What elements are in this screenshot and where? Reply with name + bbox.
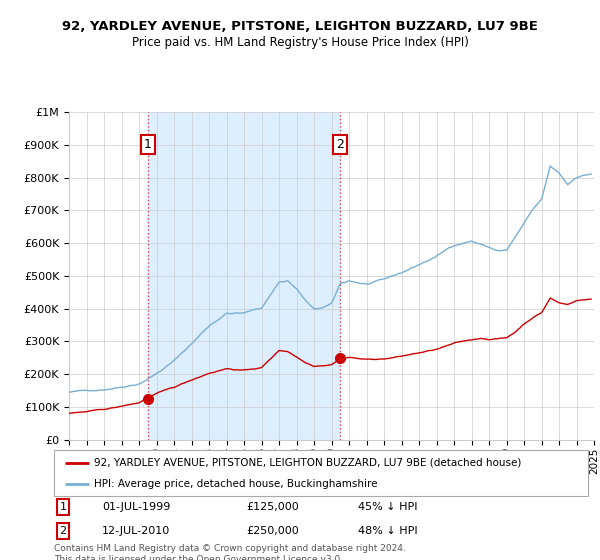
- Text: 2: 2: [337, 138, 344, 151]
- Bar: [148, 112, 340, 440]
- Text: 92, YARDLEY AVENUE, PITSTONE, LEIGHTON BUZZARD, LU7 9BE (detached house): 92, YARDLEY AVENUE, PITSTONE, LEIGHTON B…: [94, 458, 521, 468]
- Text: Contains HM Land Registry data © Crown copyright and database right 2024.
This d: Contains HM Land Registry data © Crown c…: [54, 544, 406, 560]
- Text: 48% ↓ HPI: 48% ↓ HPI: [358, 526, 418, 536]
- Text: £125,000: £125,000: [246, 502, 299, 512]
- Text: 2: 2: [59, 526, 67, 536]
- Text: £250,000: £250,000: [246, 526, 299, 536]
- Text: 12-JUL-2010: 12-JUL-2010: [102, 526, 170, 536]
- Text: 92, YARDLEY AVENUE, PITSTONE, LEIGHTON BUZZARD, LU7 9BE: 92, YARDLEY AVENUE, PITSTONE, LEIGHTON B…: [62, 20, 538, 32]
- Text: 1: 1: [59, 502, 67, 512]
- Text: HPI: Average price, detached house, Buckinghamshire: HPI: Average price, detached house, Buck…: [94, 479, 377, 489]
- Text: 1: 1: [144, 138, 152, 151]
- Text: 01-JUL-1999: 01-JUL-1999: [102, 502, 170, 512]
- Text: 45% ↓ HPI: 45% ↓ HPI: [358, 502, 418, 512]
- Text: Price paid vs. HM Land Registry's House Price Index (HPI): Price paid vs. HM Land Registry's House …: [131, 36, 469, 49]
